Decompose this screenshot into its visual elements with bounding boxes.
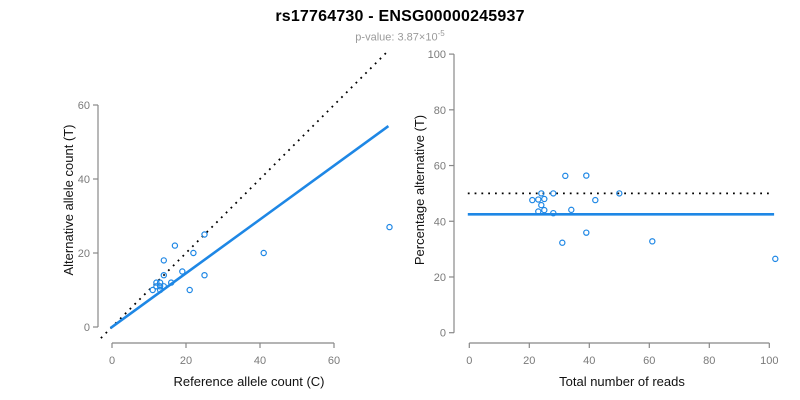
data-point (156, 279, 164, 286)
data-point (550, 209, 557, 217)
x-tick-label: 60 (328, 355, 340, 367)
y-tick-label: 20 (78, 248, 90, 260)
x-tick-label: 20 (180, 355, 192, 367)
data-point (171, 242, 179, 249)
data-point (167, 279, 175, 286)
pvalue-text: p-value: 3.87×10 (355, 31, 438, 44)
chart-left: 0 20 40 60 Reference allele count (C) 0 20 40 60… (61, 50, 393, 389)
data-point (160, 272, 167, 279)
data-point (149, 286, 156, 294)
chart-right: 0 20 40 60 80 100 Total number of reads 0 20 40 60… (412, 49, 779, 389)
figure-subtitle: p-value: 3.87×10-5 (0, 29, 800, 44)
y-tick-label: 0 (84, 322, 90, 334)
data-point (568, 206, 575, 214)
data-points (529, 172, 779, 263)
y-tick-label: 0 (440, 328, 446, 340)
y-tick-label: 60 (434, 161, 446, 173)
data-point (529, 196, 536, 204)
x-tick-label: 0 (466, 355, 472, 367)
x-tick-label: 60 (643, 355, 655, 367)
y-tick-label: 40 (78, 174, 90, 186)
data-point (559, 239, 566, 246)
data-point (772, 255, 779, 263)
y-axis-title: Percentage alternative (T) (412, 115, 427, 265)
data-point (535, 208, 542, 215)
data-point (538, 190, 545, 197)
data-point (153, 283, 160, 290)
y-axis-title: Alternative allele count (T) (61, 124, 76, 275)
identity-line (100, 50, 389, 339)
y-tick-label: 20 (434, 272, 446, 284)
x-tick-label: 20 (523, 355, 535, 367)
data-point (160, 257, 167, 264)
data-point (260, 249, 267, 257)
data-point (541, 206, 548, 214)
data-point (201, 231, 208, 238)
data-point (156, 286, 164, 294)
data-point (541, 195, 548, 203)
data-point (583, 229, 590, 236)
data-point (535, 196, 542, 203)
x-tick-label: 0 (109, 355, 115, 367)
x-tick-label: 40 (254, 355, 266, 367)
data-point (649, 238, 656, 245)
y-tick-label: 40 (434, 216, 446, 228)
x-tick-label: 80 (703, 355, 715, 367)
data-point (592, 196, 599, 204)
data-point (538, 201, 545, 209)
x-axis-title: Total number of reads (559, 374, 685, 389)
data-points (149, 223, 393, 294)
data-point (201, 272, 208, 279)
x-tick-label: 100 (760, 355, 778, 367)
y-tick-label: 60 (78, 100, 90, 112)
pvalue-exponent: -5 (437, 29, 445, 38)
data-point (179, 268, 186, 275)
data-point (583, 172, 590, 179)
data-point (550, 190, 557, 197)
data-point (386, 223, 393, 231)
y-tick-label: 100 (428, 49, 446, 61)
data-point (616, 190, 623, 197)
x-tick-label: 40 (583, 355, 595, 367)
data-point (190, 249, 197, 257)
x-axis-title: Reference allele count (C) (173, 374, 324, 389)
figure-title: rs17764730 - ENSG00000245937 (275, 8, 525, 25)
data-point (153, 279, 160, 286)
y-tick-label: 80 (434, 105, 446, 117)
data-point (562, 172, 569, 180)
data-point (186, 286, 193, 294)
regression-line (109, 125, 390, 330)
data-point (156, 283, 164, 290)
data-point (160, 283, 167, 290)
